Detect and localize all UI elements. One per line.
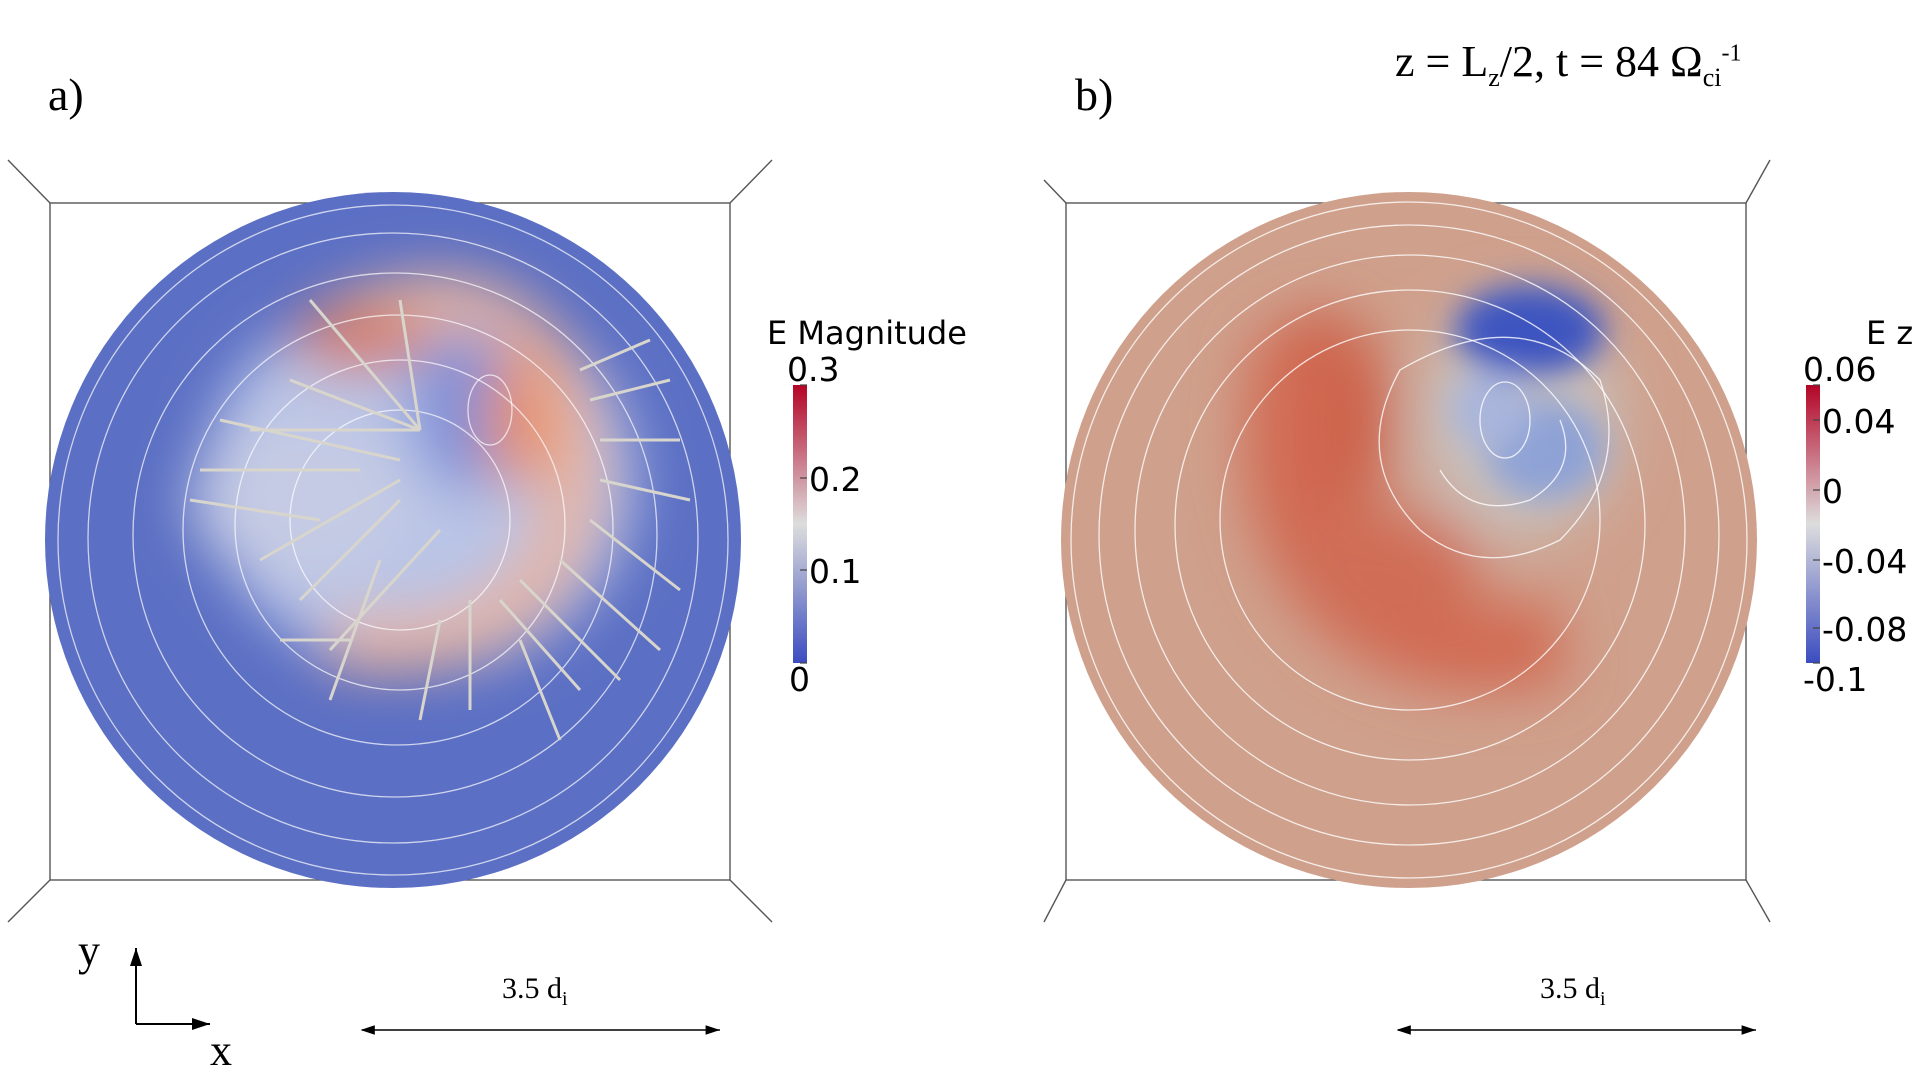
panel-a-tick-0-2: 0.2 <box>809 460 862 499</box>
panel-b-tick-neg-0-1: -0.1 <box>1803 660 1868 699</box>
panel-b-tick-0-04: 0.04 <box>1822 402 1896 441</box>
panel-b-colorbar-ticks <box>1813 384 1820 664</box>
panel-b-disc <box>1061 192 1757 888</box>
panel-b-colorbar-title: E z <box>1866 314 1914 352</box>
header-sup: -1 <box>1721 40 1742 67</box>
panel-a-scale-label: 3.5 di <box>502 972 568 1011</box>
figure-header: z = Lz/2, t = 84 Ωci-1 <box>1395 36 1742 93</box>
panel-a-label: a) <box>48 69 84 120</box>
panel-b-tick-0: 0 <box>1822 472 1843 511</box>
header-text-2: /2, t = 84 Ω <box>1499 37 1703 86</box>
header-text-1: z = L <box>1395 37 1489 86</box>
e-field-arrows <box>189 299 691 741</box>
x-axis-label: x <box>210 1026 232 1075</box>
panel-a-scale-sub: i <box>562 988 568 1010</box>
panel-a-colorbar-ticks <box>800 384 807 664</box>
panel-a-disc <box>45 192 741 888</box>
axes-triad <box>130 948 210 1030</box>
header-sub-z: z <box>1488 62 1500 92</box>
panel-b-scale-label: 3.5 di <box>1540 972 1606 1011</box>
panel-a-tick-0-3: 0.3 <box>787 350 840 389</box>
panel-a-tick-0-1: 0.1 <box>809 552 862 591</box>
panel-b-tick-neg-0-04: -0.04 <box>1822 542 1908 581</box>
panel-b-tick-neg-0-08: -0.08 <box>1822 610 1908 649</box>
panel-a-colorbar <box>793 385 807 663</box>
panel-a-colorbar-title: E Magnitude <box>767 314 967 352</box>
panel-b-tick-0-06: 0.06 <box>1803 350 1877 389</box>
panel-b-label: b) <box>1075 69 1114 120</box>
panel-b-scale-sub: i <box>1600 988 1606 1010</box>
panel-a-tick-0: 0 <box>789 660 810 699</box>
header-sub-ci: ci <box>1702 62 1722 92</box>
panel-b-scale-value: 3.5 d <box>1540 972 1600 1005</box>
panel-b-colorbar <box>1806 385 1820 663</box>
panel-a-scale-value: 3.5 d <box>502 972 562 1005</box>
y-axis-label: y <box>78 926 100 975</box>
